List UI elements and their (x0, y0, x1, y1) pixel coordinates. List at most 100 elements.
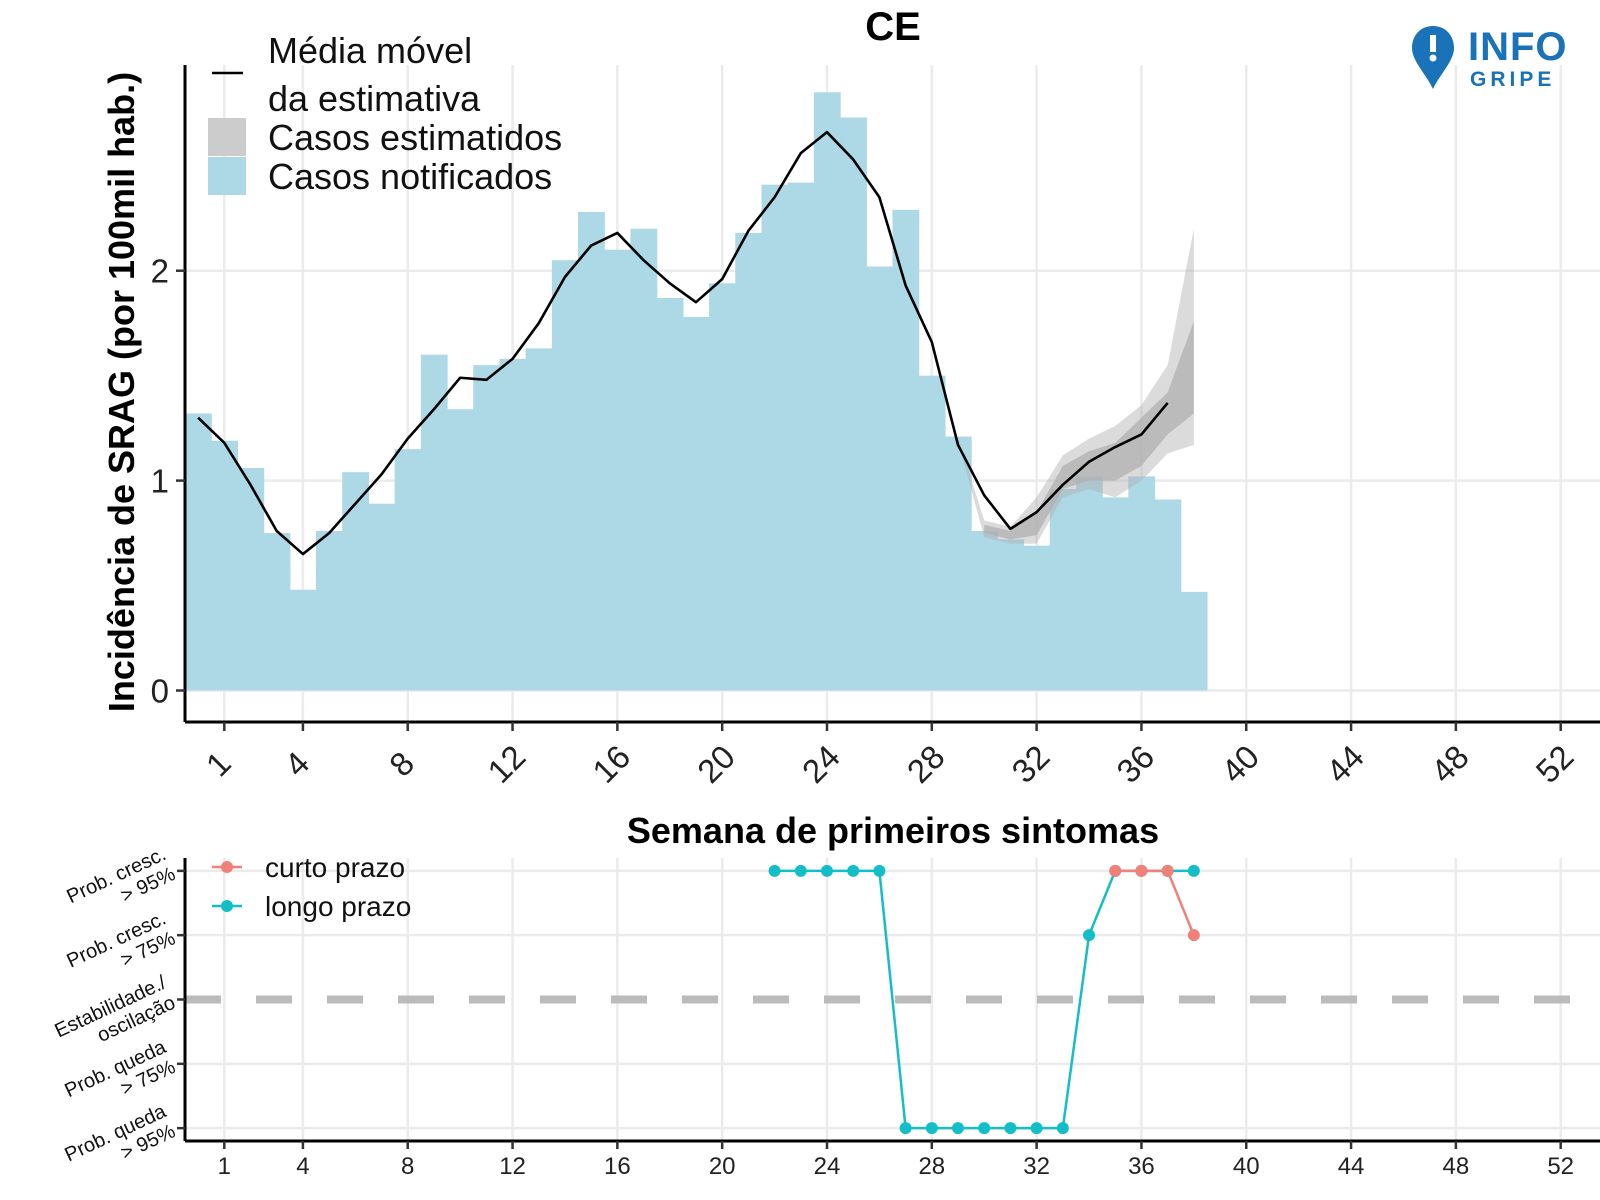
trend-point (1187, 929, 1200, 942)
notified-bar (866, 266, 894, 691)
notified-bar (447, 409, 474, 691)
bottom-y-tick-label: Prob. queda> 95% (61, 1100, 179, 1166)
notified-bar (263, 533, 291, 691)
notified-bar (682, 316, 710, 691)
bottom-x-tick-label: 52 (1547, 1153, 1574, 1180)
trend-line (1115, 869, 1196, 936)
notified-bar (1075, 476, 1103, 691)
estimate-bands (958, 228, 1194, 544)
bottom-x-tick-label: 48 (1443, 1153, 1470, 1180)
legend-notified-swatch (208, 157, 246, 195)
trend-point (820, 864, 833, 877)
x-axis-title: Semana de primeiros sintomas (627, 810, 1159, 851)
notified-bar (211, 440, 239, 691)
y-axis-title: Incidência de SRAG (por 100mil hab.) (101, 72, 142, 712)
trend-point (925, 1122, 938, 1135)
exclamation-icon (1430, 35, 1436, 52)
notified-bar (499, 358, 527, 691)
top-x-tick-label: 28 (900, 738, 952, 790)
trend-point (1109, 864, 1122, 877)
bottom-y-tick-labels: Prob. cresc.> 95%Prob. cresc.> 75%Estabi… (51, 843, 179, 1166)
notified-bar (368, 503, 396, 691)
notified-bar (1154, 499, 1182, 691)
bottom-x-tick-labels: 1 4 8 12 16 20 24 28 32 36 40 44 48 52 (218, 1153, 1574, 1180)
top-x-tick-label: 48 (1424, 738, 1476, 790)
trend-point (978, 1122, 991, 1135)
trend-point (1030, 1122, 1043, 1135)
top-axes (176, 65, 1600, 731)
top-y-tick-labels: 0 1 2 (151, 253, 169, 710)
notified-bar (394, 449, 422, 691)
trend-point (847, 864, 860, 877)
bottom-x-tick-label: 36 (1128, 1153, 1155, 1180)
top-x-tick-label: 44 (1319, 738, 1371, 790)
legend-long-term-swatch (221, 900, 233, 912)
trend-point (1135, 864, 1148, 877)
top-x-tick-label: 52 (1528, 738, 1580, 790)
logo-text-info: INFO (1468, 25, 1568, 69)
notified-bar (473, 365, 501, 691)
top-x-tick-label: 32 (1004, 738, 1056, 790)
bottom-x-tick-label: 8 (401, 1153, 414, 1180)
bottom-x-tick-label: 20 (709, 1153, 736, 1180)
top-x-tick-label: 40 (1214, 738, 1266, 790)
notified-bar (735, 232, 763, 691)
notified-bar (918, 375, 946, 691)
notified-bar (892, 209, 920, 691)
top-x-tick-label: 1 (199, 744, 238, 783)
trend-point (794, 864, 807, 877)
notified-bar (551, 260, 579, 691)
moving-average-line (197, 130, 1169, 556)
top-x-tick-labels: 1 4 8 12 16 20 24 28 32 36 40 44 48 52 (199, 738, 1581, 790)
bottom-x-tick-label: 1 (218, 1153, 231, 1180)
trend-point (1161, 864, 1174, 877)
notified-bar (944, 436, 972, 691)
bottom-x-tick-label: 28 (918, 1153, 945, 1180)
bottom-x-tick-label: 32 (1023, 1153, 1050, 1180)
trend-point (768, 864, 781, 877)
bottom-legend: curto prazo longo prazo (212, 852, 411, 922)
legend-label-estimated: Casos estimatidos (268, 117, 562, 158)
notified-bar (761, 184, 789, 691)
notified-bar (1023, 545, 1051, 691)
infogripe-logo: INFO GRIPE (1412, 25, 1568, 91)
legend-label-long-term: longo prazo (265, 891, 411, 922)
legend-short-term-swatch (221, 861, 233, 873)
notified-bar (1049, 489, 1077, 691)
notified-bar (525, 348, 553, 691)
moving-average-polyline (197, 130, 1169, 556)
legend-label-moving-average-2: da estimativa (268, 78, 481, 119)
trend-series (768, 864, 1200, 1135)
bottom-x-tick-label: 44 (1338, 1153, 1365, 1180)
trend-point (873, 864, 886, 877)
bottom-x-tick-label: 16 (604, 1153, 631, 1180)
bottom-x-tick-label: 12 (499, 1153, 526, 1180)
legend-label-moving-average: Média móvel (268, 30, 472, 71)
top-y-tick-label: 0 (151, 673, 169, 710)
trend-point (1187, 864, 1200, 877)
legend-label-short-term: curto prazo (265, 852, 405, 883)
trend-point (899, 1122, 912, 1135)
top-y-tick-label: 1 (151, 463, 169, 500)
top-x-tick-label: 24 (795, 738, 847, 790)
notified-bar (971, 530, 998, 691)
notified-bar (1128, 476, 1156, 691)
trend-point (952, 1122, 965, 1135)
notified-bar (420, 354, 448, 691)
bottom-axes (177, 858, 1600, 1149)
logo-text-gripe: GRIPE (1470, 68, 1555, 91)
notified-bar (237, 468, 265, 691)
notified-bar (289, 589, 317, 691)
legend-label-notified: Casos notificados (268, 156, 552, 197)
notified-bar (997, 539, 1025, 691)
notified-bar (1180, 591, 1208, 691)
top-x-tick-label: 36 (1109, 738, 1161, 790)
legend-estimate-swatch (208, 118, 246, 156)
notified-bars (185, 92, 1208, 691)
notified-bar (604, 249, 632, 691)
top-legend: Média móvel da estimativa Casos estimati… (208, 30, 562, 197)
notified-bar (813, 92, 841, 691)
notified-bar (709, 283, 736, 691)
notified-bar (840, 117, 867, 691)
